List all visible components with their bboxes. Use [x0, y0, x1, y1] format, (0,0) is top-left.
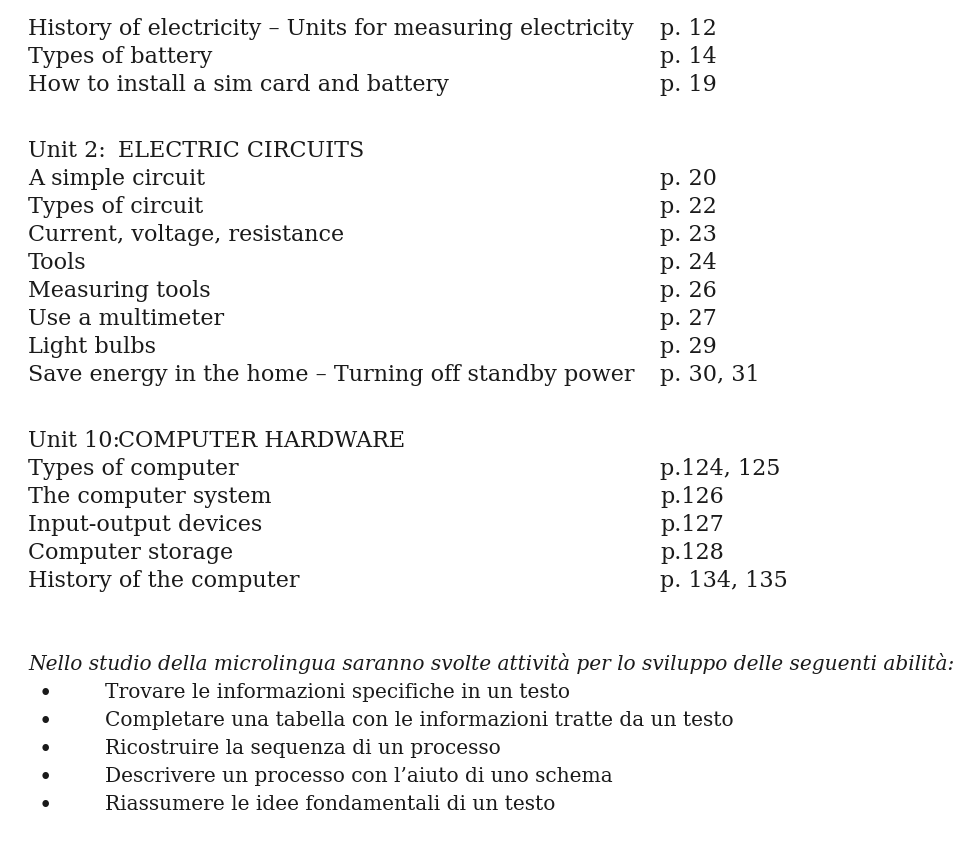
Text: p. 134, 135: p. 134, 135: [660, 570, 788, 592]
Text: Measuring tools: Measuring tools: [28, 280, 210, 302]
Text: p. 12: p. 12: [660, 18, 717, 40]
Text: COMPUTER HARDWARE: COMPUTER HARDWARE: [118, 430, 405, 452]
Text: •: •: [38, 767, 52, 789]
Text: Nello studio della microlingua saranno svolte attività per lo sviluppo delle seg: Nello studio della microlingua saranno s…: [28, 653, 954, 674]
Text: •: •: [38, 683, 52, 705]
Text: •: •: [38, 795, 52, 817]
Text: Computer storage: Computer storage: [28, 542, 233, 564]
Text: •: •: [38, 739, 52, 761]
Text: p. 27: p. 27: [660, 308, 717, 330]
Text: Trovare le informazioni specifiche in un testo: Trovare le informazioni specifiche in un…: [105, 683, 570, 702]
Text: p. 26: p. 26: [660, 280, 717, 302]
Text: Unit 2:: Unit 2:: [28, 140, 106, 162]
Text: Unit 10:: Unit 10:: [28, 430, 120, 452]
Text: Riassumere le idee fondamentali di un testo: Riassumere le idee fondamentali di un te…: [105, 795, 556, 814]
Text: •: •: [38, 711, 52, 733]
Text: The computer system: The computer system: [28, 486, 272, 508]
Text: p.127: p.127: [660, 514, 724, 536]
Text: Descrivere un processo con l’aiuto di uno schema: Descrivere un processo con l’aiuto di un…: [105, 767, 612, 786]
Text: p.128: p.128: [660, 542, 724, 564]
Text: p. 30, 31: p. 30, 31: [660, 364, 759, 386]
Text: Current, voltage, resistance: Current, voltage, resistance: [28, 224, 344, 246]
Text: p. 22: p. 22: [660, 196, 717, 218]
Text: Light bulbs: Light bulbs: [28, 336, 156, 358]
Text: Input-output devices: Input-output devices: [28, 514, 262, 536]
Text: Types of battery: Types of battery: [28, 46, 212, 68]
Text: p.126: p.126: [660, 486, 724, 508]
Text: Tools: Tools: [28, 252, 86, 274]
Text: Ricostruire la sequenza di un processo: Ricostruire la sequenza di un processo: [105, 739, 501, 758]
Text: Types of computer: Types of computer: [28, 458, 239, 480]
Text: p. 14: p. 14: [660, 46, 717, 68]
Text: Completare una tabella con le informazioni tratte da un testo: Completare una tabella con le informazio…: [105, 711, 733, 730]
Text: History of the computer: History of the computer: [28, 570, 300, 592]
Text: p. 20: p. 20: [660, 168, 717, 190]
Text: History of electricity – Units for measuring electricity: History of electricity – Units for measu…: [28, 18, 634, 40]
Text: p. 23: p. 23: [660, 224, 717, 246]
Text: p.124, 125: p.124, 125: [660, 458, 780, 480]
Text: p. 24: p. 24: [660, 252, 717, 274]
Text: p. 19: p. 19: [660, 74, 717, 96]
Text: ELECTRIC CIRCUITS: ELECTRIC CIRCUITS: [118, 140, 364, 162]
Text: How to install a sim card and battery: How to install a sim card and battery: [28, 74, 449, 96]
Text: Use a multimeter: Use a multimeter: [28, 308, 224, 330]
Text: Save energy in the home – Turning off standby power: Save energy in the home – Turning off st…: [28, 364, 635, 386]
Text: A simple circuit: A simple circuit: [28, 168, 205, 190]
Text: Types of circuit: Types of circuit: [28, 196, 204, 218]
Text: p. 29: p. 29: [660, 336, 717, 358]
